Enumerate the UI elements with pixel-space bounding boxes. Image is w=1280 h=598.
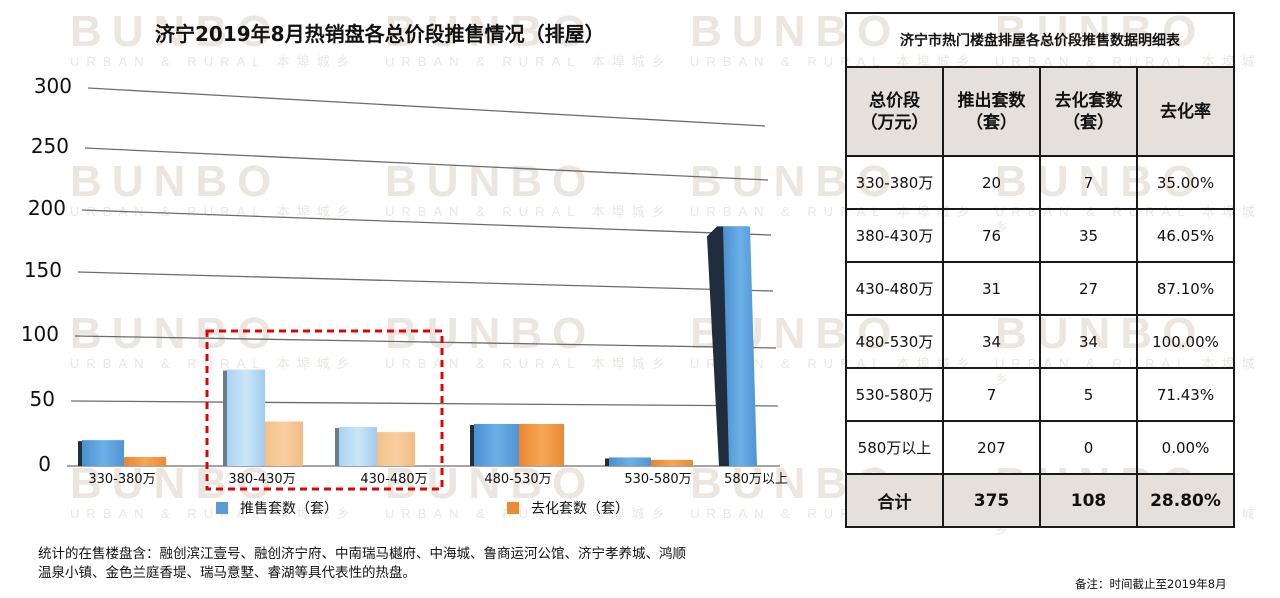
bar-sold (124, 456, 166, 466)
x-tick-label: 530-580万 (624, 472, 692, 487)
y-tick-label: 250 (30, 134, 69, 158)
legend-label: 去化套数（套） (531, 501, 629, 517)
header-sold: 去化套数 （套） (1039, 66, 1138, 157)
cell-rate: 46.05% (1136, 208, 1235, 263)
y-tick-label: 50 (29, 387, 55, 411)
remark-note: 备注：时间截止至2019年8月 (1075, 577, 1227, 591)
cell-launched: 31 (942, 261, 1041, 316)
table-title: 济宁市热门楼盘排屋各总价段推售数据明细表 (845, 12, 1235, 68)
bar-launched (227, 369, 265, 466)
cell-total-sold: 108 (1039, 473, 1138, 528)
bar-launched (82, 440, 124, 466)
bar-sold (519, 423, 564, 466)
cell-launched: 76 (942, 208, 1041, 263)
cell-sold: 27 (1039, 261, 1138, 316)
bar-launched (339, 427, 377, 466)
bar-sold (651, 459, 693, 466)
gridline (77, 271, 774, 292)
gridline (84, 147, 769, 181)
bar-launched (474, 423, 519, 466)
table-total-row: 合计 375 108 28.80% (845, 473, 1235, 528)
cell-launched: 34 (942, 314, 1041, 369)
cell-sold: 35 (1039, 208, 1138, 263)
legend-swatch-blue-icon (216, 502, 228, 514)
legend-swatch-orange-icon (507, 502, 519, 514)
cell-range: 530-580万 (845, 367, 944, 422)
x-tick-label: 580万以上 (724, 472, 788, 487)
cell-rate: 71.43% (1136, 367, 1235, 422)
cell-launched: 207 (942, 420, 1041, 475)
x-tick-label: 430-480万 (360, 472, 428, 487)
bar-sold (377, 432, 415, 466)
y-tick-label: 150 (23, 258, 62, 282)
table-row: 580万以上 207 0 0.00% (845, 420, 1235, 475)
table-row: 480-530万 34 34 100.00% (845, 314, 1235, 369)
cell-rate: 87.10% (1136, 261, 1235, 316)
x-tick-label: 330-380万 (88, 472, 156, 487)
legend-item-launched: 推售套数（套） (216, 498, 338, 518)
cell-sold: 7 (1039, 155, 1138, 210)
gridline (81, 209, 772, 236)
cell-sold: 0 (1039, 420, 1138, 475)
cell-total-label: 合计 (845, 473, 944, 528)
cell-sold: 34 (1039, 314, 1138, 369)
detail-table-panel: 济宁市热门楼盘排屋各总价段推售数据明细表 总价段 （万元） 推出套数 （套） 去化套… (845, 12, 1235, 528)
detail-table: 济宁市热门楼盘排屋各总价段推售数据明细表 总价段 （万元） 推出套数 （套） 去化套… (845, 12, 1235, 528)
cell-total-launched: 375 (942, 473, 1041, 528)
table-header-row: 总价段 （万元） 推出套数 （套） 去化套数 （套） 去化率 (845, 66, 1235, 157)
cell-rate: 35.00% (1136, 155, 1235, 210)
gridlines (67, 87, 780, 467)
cell-range: 580万以上 (845, 420, 944, 475)
legend-item-sold: 去化套数（套） (507, 498, 629, 518)
cell-range: 380-430万 (845, 208, 944, 263)
cell-total-rate: 28.80% (1136, 473, 1235, 528)
table-row: 530-580万 7 5 71.43% (845, 367, 1235, 422)
gridline (87, 87, 766, 127)
header-price-range: 总价段 （万元） (845, 66, 944, 157)
footnote: 统计的在售楼盘含：融创滨江壹号、融创济宁府、中南瑞马樾府、中海城、鲁商运河公馆、… (38, 546, 686, 581)
chart-title: 济宁2019年8月热销盘各总价段推售情况（排屋） (155, 22, 605, 46)
cell-range: 330-380万 (845, 155, 944, 210)
cell-launched: 20 (942, 155, 1041, 210)
bars (78, 226, 757, 466)
cell-rate: 100.00% (1136, 314, 1235, 369)
table-row: 330-380万 20 7 35.00% (845, 155, 1235, 210)
cell-launched: 7 (942, 367, 1041, 422)
cell-range: 430-480万 (845, 261, 944, 316)
y-tick-label: 300 (33, 74, 72, 98)
gridline (74, 335, 777, 349)
bar-launched (609, 457, 651, 466)
header-sell-rate: 去化率 (1136, 66, 1235, 157)
cell-rate: 0.00% (1136, 420, 1235, 475)
bar-chart (67, 87, 780, 491)
table-row: 380-430万 76 35 46.05% (845, 208, 1235, 263)
bar-sold (265, 421, 303, 466)
legend-label: 推售套数（套） (240, 501, 338, 517)
x-tick-label: 480-530万 (484, 472, 552, 487)
table-row: 430-480万 31 27 87.10% (845, 261, 1235, 316)
y-tick-label: 0 (38, 452, 51, 476)
y-tick-label: 100 (20, 322, 59, 346)
y-tick-label: 200 (27, 196, 66, 220)
bar-launched (723, 226, 757, 466)
header-launched: 推出套数 （套） (942, 66, 1041, 157)
highlight-dashed-box (205, 329, 444, 491)
cell-range: 480-530万 (845, 314, 944, 369)
cell-sold: 5 (1039, 367, 1138, 422)
gridline (70, 400, 779, 407)
x-tick-label: 380-430万 (228, 472, 296, 487)
